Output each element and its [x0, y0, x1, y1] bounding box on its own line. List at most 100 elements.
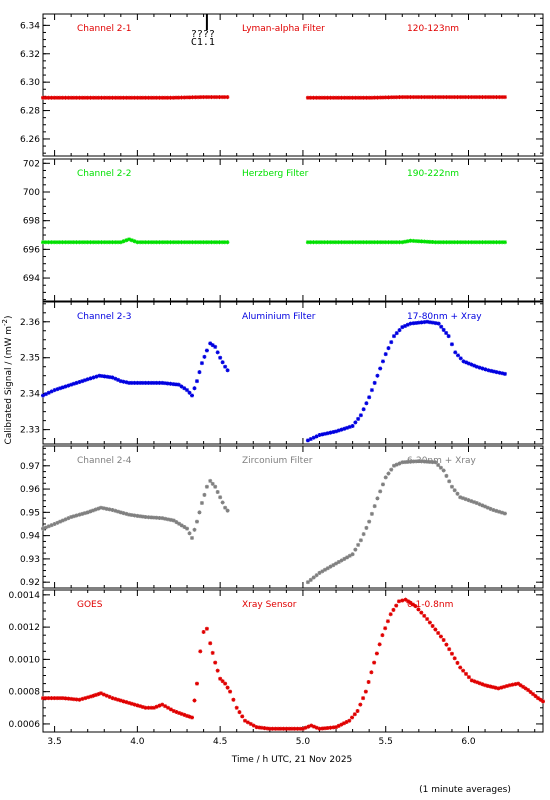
data-point — [157, 515, 162, 520]
panel-1: 6.26 6.28 6.30 6.32 6.34 Channel 2-1 Lyman-alp… — [20, 13, 544, 157]
data-point — [129, 701, 134, 706]
data-point — [405, 322, 410, 327]
data-point — [391, 463, 396, 468]
data-point — [116, 95, 121, 100]
data-point — [121, 95, 126, 100]
data-point — [494, 95, 499, 100]
data-point — [436, 631, 441, 636]
data-point — [63, 517, 68, 522]
data-point — [171, 709, 176, 714]
series-points — [41, 459, 507, 585]
data-point — [339, 722, 344, 727]
data-point — [96, 240, 101, 245]
data-point — [538, 697, 543, 702]
data-point — [460, 95, 465, 100]
data-point — [347, 424, 352, 429]
data-point — [281, 726, 286, 731]
data-point — [176, 240, 181, 245]
data-point — [406, 599, 411, 604]
panel-filter-label: Herzberg Filter — [242, 169, 309, 179]
data-point — [336, 240, 341, 245]
data-point — [121, 699, 126, 704]
data-point — [488, 684, 493, 689]
data-point — [223, 505, 228, 510]
y-tick-label: 2.34 — [20, 390, 40, 400]
data-point — [334, 561, 339, 566]
data-point — [444, 95, 449, 100]
data-point — [486, 95, 491, 100]
data-point — [441, 240, 446, 245]
data-point — [453, 350, 458, 355]
data-point — [347, 95, 352, 100]
data-point — [367, 240, 372, 245]
data-point — [71, 514, 76, 519]
data-point — [165, 95, 170, 100]
data-point — [143, 380, 148, 385]
data-point — [171, 240, 176, 245]
data-point — [171, 95, 176, 100]
data-point — [400, 240, 405, 245]
data-point — [154, 380, 159, 385]
data-point — [146, 705, 151, 710]
data-point — [166, 705, 170, 710]
data-point — [323, 431, 328, 436]
data-point — [389, 467, 394, 472]
data-point — [74, 697, 79, 702]
data-point — [138, 380, 143, 385]
data-point — [99, 240, 104, 245]
data-point — [397, 240, 402, 245]
data-point — [336, 95, 341, 100]
data-point — [458, 95, 463, 100]
data-point — [369, 240, 374, 245]
data-point — [199, 501, 204, 506]
data-point — [160, 95, 165, 100]
data-point — [98, 691, 103, 696]
data-point — [215, 489, 220, 494]
data-point — [414, 239, 419, 244]
data-point — [292, 726, 297, 731]
data-point — [477, 502, 482, 507]
panel-frame — [42, 301, 544, 445]
data-point — [408, 321, 413, 326]
data-point — [469, 95, 474, 100]
data-point — [441, 638, 446, 643]
data-point — [276, 726, 281, 731]
data-point — [124, 380, 129, 385]
data-point — [179, 95, 184, 100]
panel-4: 0.92 0.93 0.94 0.95 0.96 0.97 Channel 2-4 Zirco… — [20, 445, 544, 589]
data-point — [311, 724, 316, 729]
data-point — [298, 726, 303, 731]
data-point — [328, 430, 333, 435]
data-point — [225, 508, 230, 513]
data-point — [436, 463, 441, 468]
data-point — [218, 355, 223, 360]
data-point — [449, 484, 454, 489]
data-point — [425, 95, 430, 100]
data-point — [400, 325, 405, 330]
y-tick-label: 700 — [23, 188, 40, 198]
data-point — [162, 381, 167, 386]
data-point — [491, 369, 496, 374]
data-point — [74, 380, 79, 385]
data-point — [372, 240, 377, 245]
data-point — [60, 385, 65, 390]
data-point — [325, 725, 330, 730]
data-point — [213, 484, 218, 489]
data-point — [174, 709, 179, 714]
data-point — [162, 240, 167, 245]
data-point — [198, 240, 203, 245]
data-point — [325, 431, 330, 436]
data-point — [438, 465, 443, 470]
data-point — [43, 696, 48, 701]
data-point — [182, 712, 187, 717]
data-point — [372, 380, 377, 385]
data-point — [391, 334, 396, 339]
data-point — [449, 95, 454, 100]
data-point — [369, 95, 374, 100]
data-point — [220, 240, 225, 245]
data-point — [105, 374, 110, 379]
data-point — [389, 240, 394, 245]
data-point — [192, 698, 197, 703]
data-point — [510, 682, 515, 687]
data-point — [403, 95, 408, 100]
